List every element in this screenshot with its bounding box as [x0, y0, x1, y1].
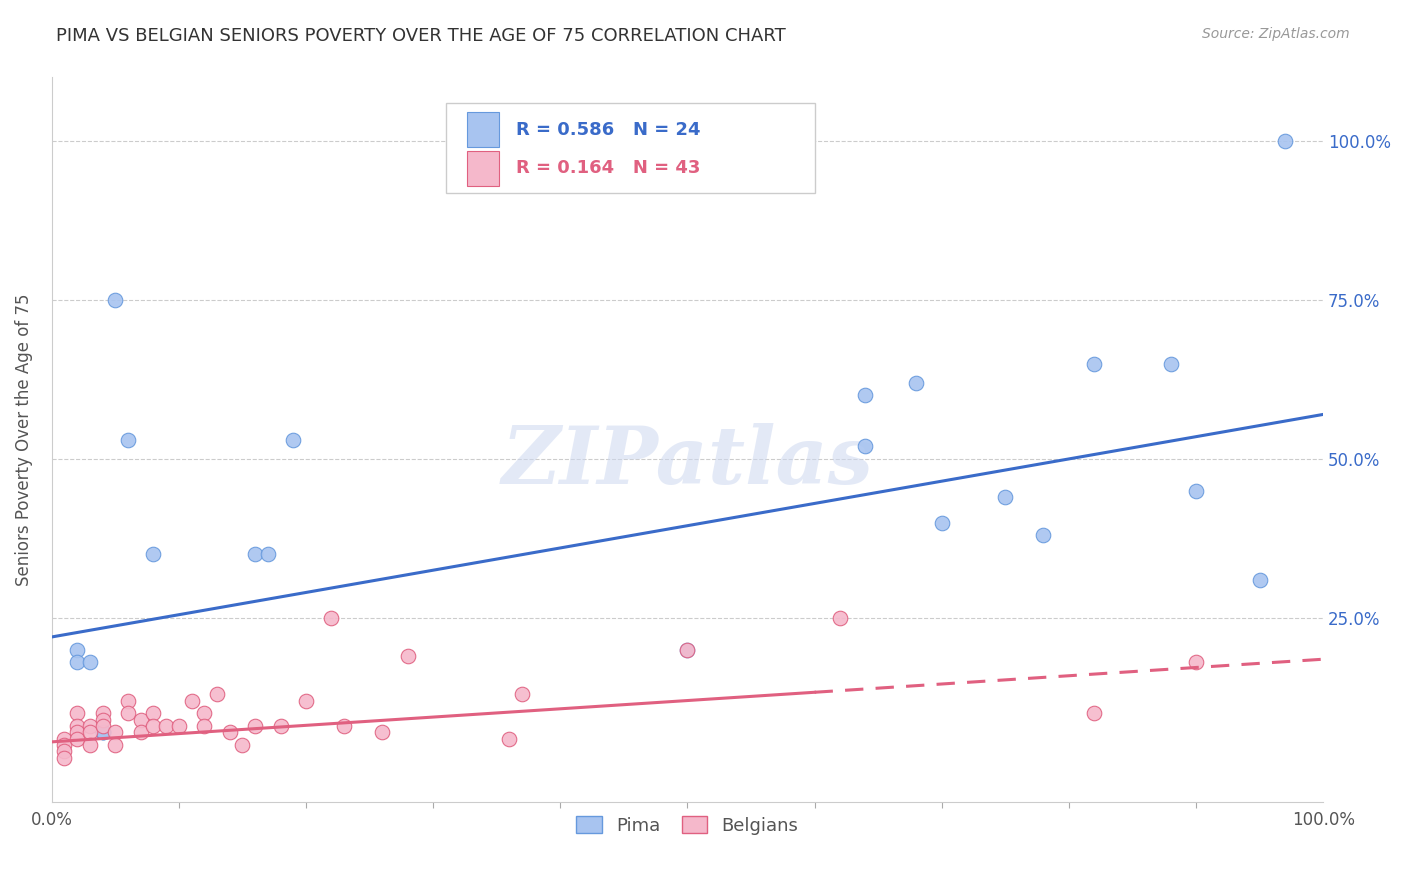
Point — [994, 490, 1017, 504]
Point — [828, 611, 851, 625]
Text: R = 0.586   N = 24: R = 0.586 N = 24 — [516, 120, 700, 139]
Point — [905, 376, 928, 390]
Point — [218, 725, 240, 739]
Text: Source: ZipAtlas.com: Source: ZipAtlas.com — [1202, 27, 1350, 41]
Point — [193, 706, 215, 721]
Point — [104, 725, 127, 739]
Point — [79, 656, 101, 670]
Point — [142, 706, 165, 721]
Point — [1274, 134, 1296, 148]
Point — [117, 706, 139, 721]
Point — [283, 433, 305, 447]
Point — [333, 719, 356, 733]
Point — [270, 719, 292, 733]
Point — [66, 656, 89, 670]
Point — [510, 687, 533, 701]
Point — [371, 725, 394, 739]
Y-axis label: Seniors Poverty Over the Age of 75: Seniors Poverty Over the Age of 75 — [15, 293, 32, 586]
Point — [104, 738, 127, 752]
Point — [931, 516, 953, 530]
Point — [117, 693, 139, 707]
Point — [91, 725, 114, 739]
Point — [205, 687, 228, 701]
Point — [142, 719, 165, 733]
Point — [53, 731, 76, 746]
Point — [1083, 706, 1105, 721]
Point — [1185, 656, 1208, 670]
Point — [396, 648, 419, 663]
Point — [104, 293, 127, 307]
Point — [257, 547, 280, 561]
Point — [117, 433, 139, 447]
Point — [295, 693, 318, 707]
Point — [142, 547, 165, 561]
Point — [193, 719, 215, 733]
FancyBboxPatch shape — [467, 151, 499, 186]
FancyBboxPatch shape — [467, 112, 499, 147]
Point — [321, 611, 343, 625]
Point — [91, 719, 114, 733]
Point — [91, 713, 114, 727]
Point — [66, 731, 89, 746]
Point — [855, 388, 877, 402]
Point — [79, 719, 101, 733]
Point — [53, 751, 76, 765]
Point — [1083, 357, 1105, 371]
Point — [1185, 483, 1208, 498]
Point — [66, 706, 89, 721]
Point — [243, 719, 266, 733]
Point — [243, 547, 266, 561]
Point — [498, 731, 520, 746]
Point — [1249, 573, 1271, 587]
FancyBboxPatch shape — [446, 103, 814, 194]
Point — [91, 725, 114, 739]
Point — [91, 725, 114, 739]
Point — [676, 642, 699, 657]
Point — [155, 719, 177, 733]
Point — [53, 738, 76, 752]
Point — [66, 719, 89, 733]
Point — [79, 738, 101, 752]
Point — [855, 439, 877, 453]
Point — [1160, 357, 1182, 371]
Text: PIMA VS BELGIAN SENIORS POVERTY OVER THE AGE OF 75 CORRELATION CHART: PIMA VS BELGIAN SENIORS POVERTY OVER THE… — [56, 27, 786, 45]
Point — [53, 744, 76, 758]
Point — [1032, 528, 1054, 542]
Text: ZIPatlas: ZIPatlas — [502, 423, 873, 500]
Point — [129, 713, 152, 727]
Point — [129, 725, 152, 739]
Point — [91, 706, 114, 721]
Point — [66, 642, 89, 657]
Point — [676, 642, 699, 657]
Point — [66, 725, 89, 739]
Legend: Pima, Belgians: Pima, Belgians — [567, 807, 807, 844]
Point — [231, 738, 253, 752]
Text: R = 0.164   N = 43: R = 0.164 N = 43 — [516, 159, 700, 178]
Point — [180, 693, 202, 707]
Point — [167, 719, 190, 733]
Point — [79, 725, 101, 739]
